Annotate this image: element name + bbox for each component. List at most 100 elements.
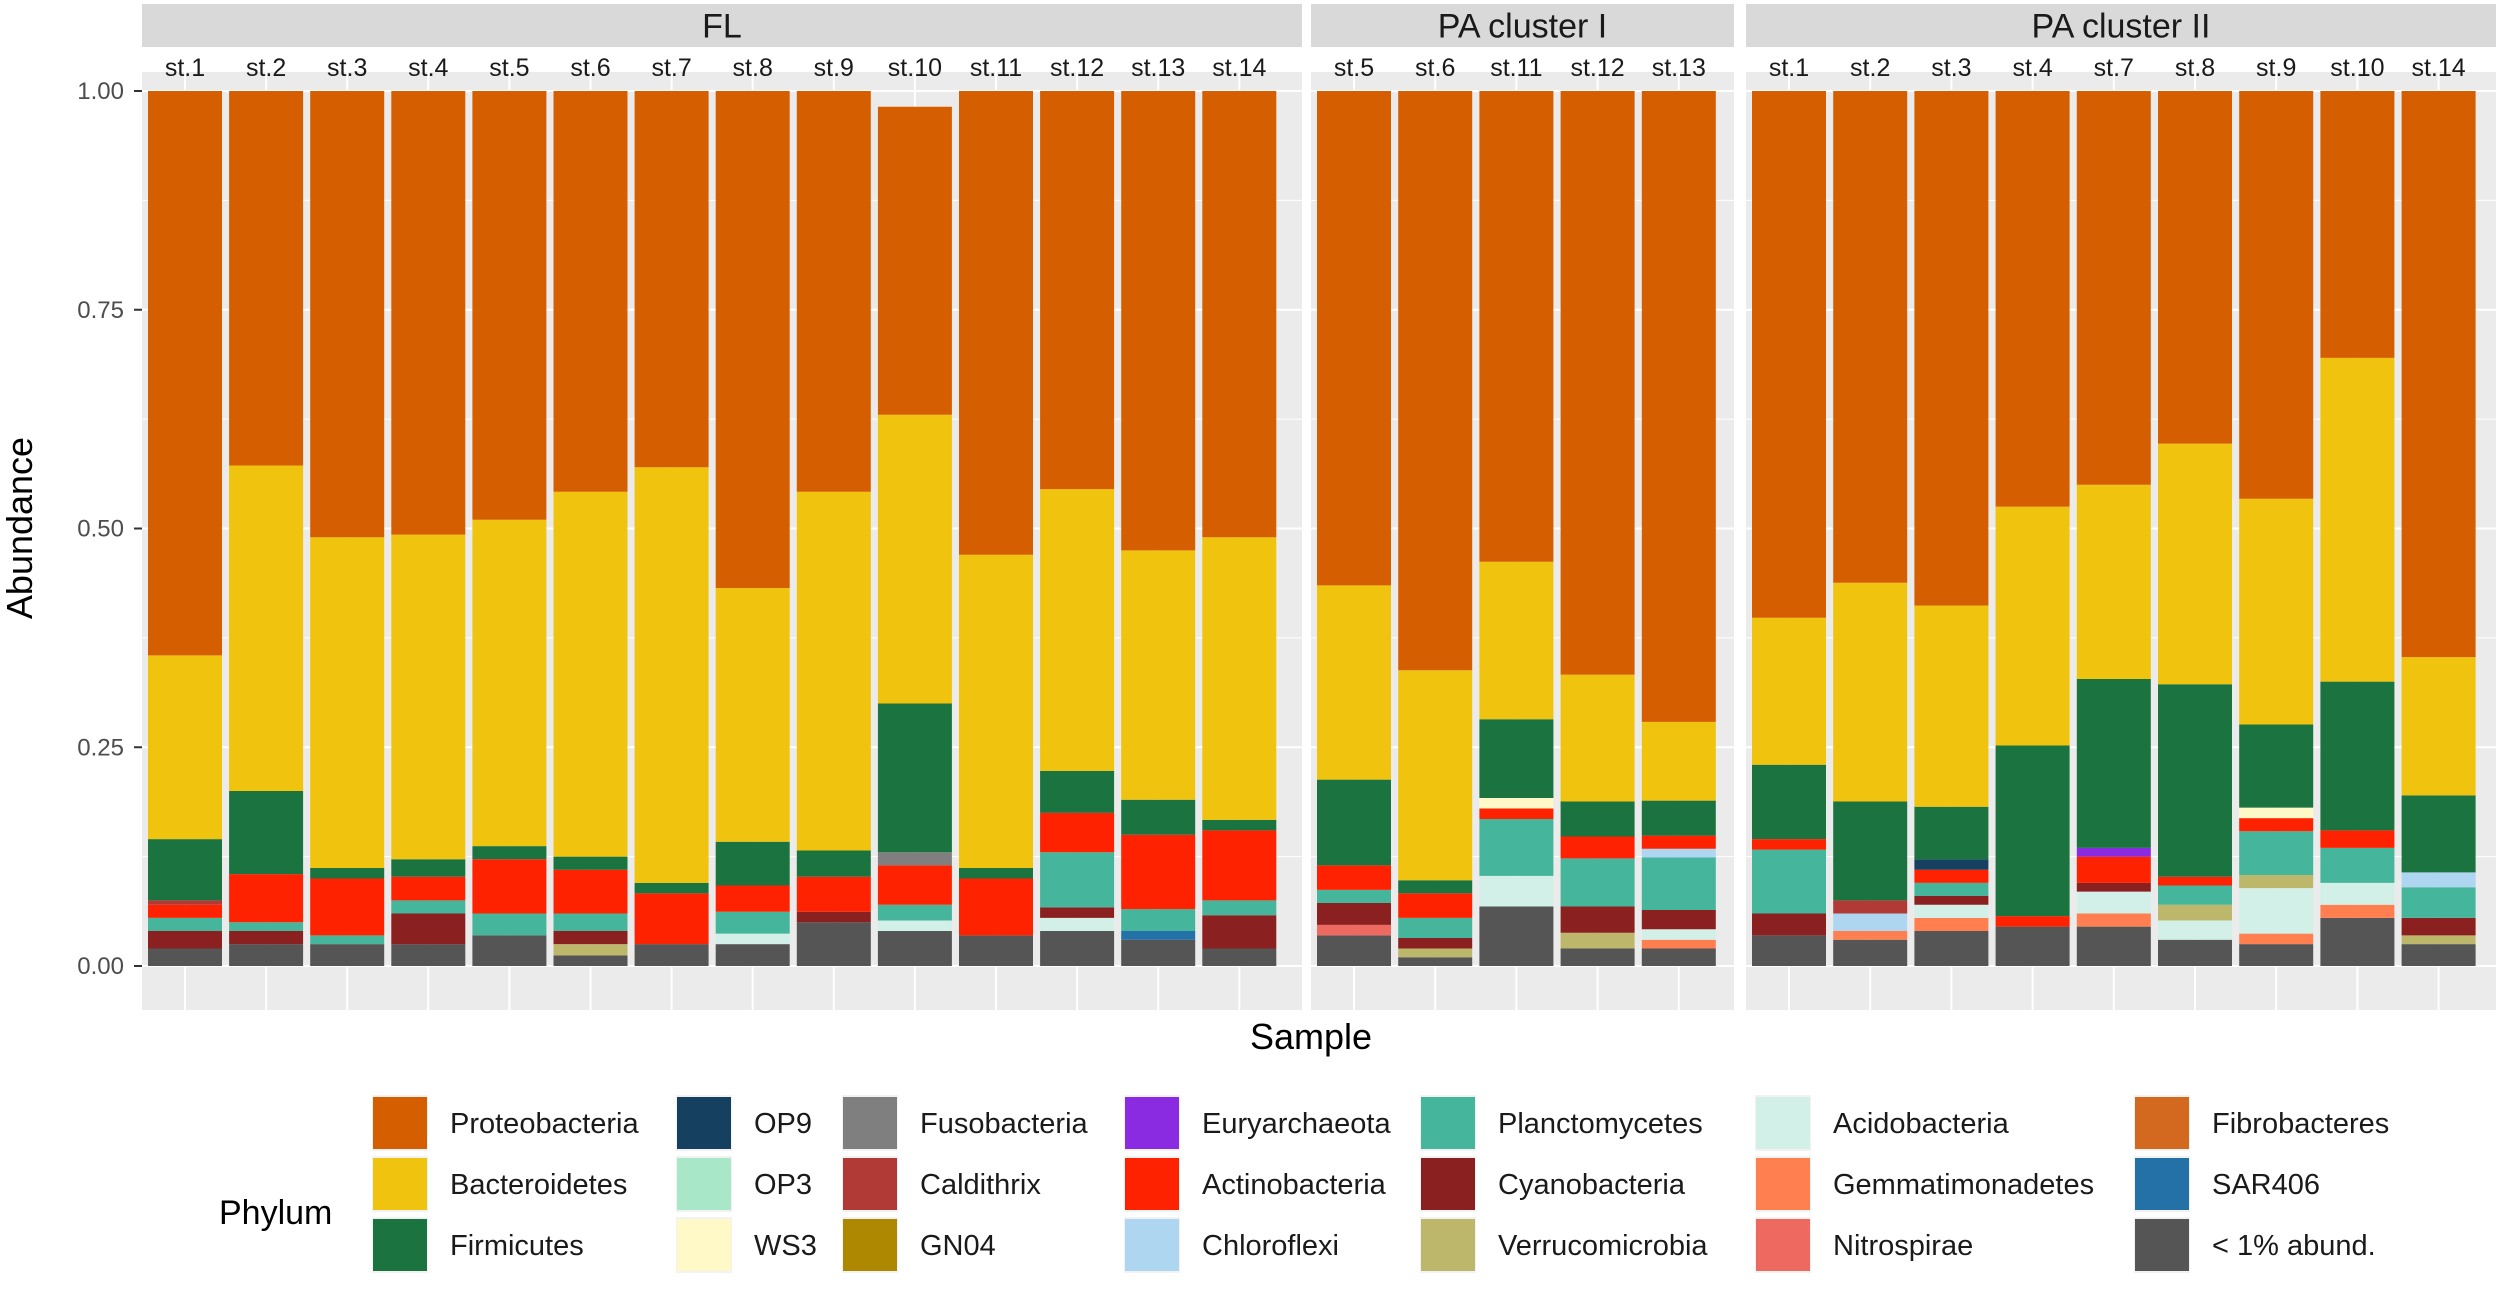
bar-segment [2320, 357, 2395, 682]
legend-swatch [1756, 1219, 1810, 1271]
legend-swatch [677, 1158, 731, 1210]
bar-segment [2239, 944, 2314, 966]
bar-segment [1560, 801, 1635, 837]
facet-title: FL [702, 8, 742, 46]
legend-swatch [843, 1219, 897, 1271]
facet-title: PA cluster I [1438, 8, 1607, 46]
bar-segment [1317, 585, 1391, 780]
bar-segment [1641, 929, 1716, 940]
bar-segment [1479, 819, 1554, 876]
bar-segment [1641, 857, 1716, 910]
legend-swatch [1125, 1097, 1179, 1149]
bar-segment [2401, 795, 2476, 873]
legend-label: Planctomycetes [1498, 1108, 1703, 1140]
bar-segment [2320, 830, 2395, 848]
legend-label: Chloroflexi [1202, 1230, 1339, 1262]
bar-segment [2158, 885, 2232, 905]
bar-segment [1479, 906, 1554, 966]
sample-label: st.10 [888, 54, 942, 82]
bar-segment [2320, 91, 2395, 358]
sample-label: st.4 [2012, 54, 2052, 82]
bar-segment [796, 911, 871, 923]
stacked-bar [472, 91, 547, 966]
bar-segment [1641, 835, 1716, 849]
bar-segment [1833, 582, 1908, 802]
bar-segment [1995, 745, 2070, 917]
bar-segment [148, 900, 222, 905]
bar-segment [148, 91, 222, 656]
bar-segment [634, 91, 709, 468]
bar-segment [310, 944, 385, 966]
legend-label: OP9 [754, 1108, 812, 1140]
x-axis-title: Sample [1250, 1016, 1372, 1057]
bar-segment [2239, 888, 2314, 934]
legend-swatch [373, 1097, 427, 1149]
bar-segment [2076, 679, 2151, 848]
stacked-bar [877, 106, 952, 966]
legend-label: < 1% abund. [2212, 1230, 2376, 1262]
bar-segment [2076, 91, 2151, 485]
legend-label: Firmicutes [450, 1230, 584, 1262]
bar-segment [1398, 893, 1473, 918]
bar-segment [2239, 818, 2314, 832]
sample-label: st.2 [1850, 54, 1890, 82]
y-axis: 0.00 0.25 0.50 0.75 1.00 [77, 78, 142, 980]
bar-segment [2401, 944, 2476, 966]
bar-segment [1914, 882, 1989, 896]
legend-label: Nitrospirae [1833, 1230, 1973, 1262]
bar-segment [1202, 537, 1277, 820]
stacked-bar [1641, 91, 1716, 966]
bar-segment [634, 467, 709, 883]
bar-segment [1752, 839, 1826, 850]
sample-label: st.1 [1769, 54, 1809, 82]
y-tick-label: 0.00 [77, 953, 124, 980]
bar-segment [1641, 948, 1716, 966]
stacked-bar [2158, 91, 2232, 966]
stacked-bar [2320, 91, 2395, 966]
bar-segment [1121, 550, 1196, 800]
stacked-bar [391, 91, 466, 966]
bar-segment [1040, 852, 1115, 908]
bar-segment [2239, 498, 2314, 725]
bar-segment [1040, 907, 1115, 918]
bar-segment [2401, 657, 2476, 796]
bar-segment [959, 554, 1033, 868]
bar-segment [1040, 91, 1115, 490]
bar-segment [959, 935, 1033, 966]
bar-segment [472, 935, 547, 966]
bar-segment [1317, 903, 1391, 925]
legend-item: Caldithrix [842, 1156, 1041, 1212]
legend-label: Fibrobacteres [2212, 1108, 2389, 1140]
legend-swatch [373, 1158, 427, 1210]
bar-segment [1398, 670, 1473, 881]
bar-segment [1317, 865, 1391, 890]
legend-item: Acidobacteria [1755, 1095, 2010, 1151]
bar-segment [1914, 917, 1989, 931]
sample-label: st.1 [165, 54, 205, 82]
stacked-bar [1560, 91, 1635, 966]
stacked-bar [310, 91, 385, 966]
bar-segment [1202, 900, 1277, 916]
legend-label: Acidobacteria [1833, 1108, 2010, 1140]
stacked-bar [1121, 91, 1196, 966]
sample-label: st.8 [733, 54, 773, 82]
bar-segment [2076, 882, 2151, 892]
bar-segment [1317, 889, 1391, 903]
bar-segment [1560, 906, 1635, 933]
legend-swatch [1421, 1158, 1475, 1210]
sample-label: st.7 [2094, 54, 2134, 82]
legend-item: < 1% abund. [2134, 1217, 2376, 1273]
facet-panels: FL st.1 st.2 st.3 st.4 st.5 st.6 st.7 st.8 st.9 st… [142, 4, 2496, 1010]
bar-segment [2401, 935, 2476, 945]
stacked-bar [1914, 91, 1989, 966]
bar-segment [1833, 91, 1908, 583]
legend-item: Euryarchaeota [1124, 1095, 1391, 1151]
sample-label: st.10 [2330, 54, 2384, 82]
sample-label: st.12 [1570, 54, 1624, 82]
bar-segment [796, 850, 871, 877]
bar-segment [553, 931, 628, 945]
bar-segment [715, 933, 790, 945]
sample-label: st.2 [246, 54, 286, 82]
sample-label: st.8 [2175, 54, 2215, 82]
